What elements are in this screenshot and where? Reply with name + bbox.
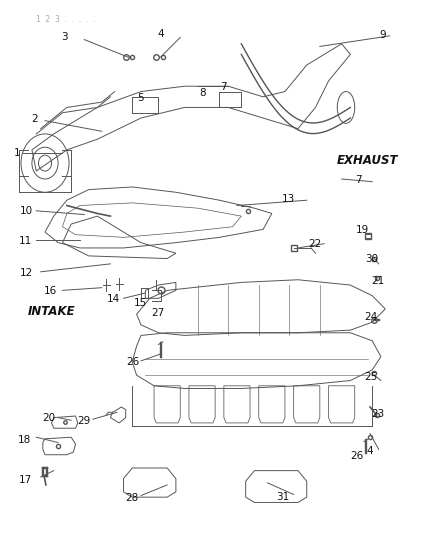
- Text: 7: 7: [219, 82, 226, 92]
- Text: 14: 14: [107, 294, 120, 304]
- Text: INTAKE: INTAKE: [28, 305, 75, 318]
- Text: 2: 2: [31, 114, 37, 124]
- Text: 23: 23: [370, 409, 383, 419]
- Text: 4: 4: [366, 446, 372, 456]
- Text: 25: 25: [364, 372, 377, 382]
- Text: 28: 28: [124, 493, 138, 503]
- Text: 9: 9: [379, 30, 385, 40]
- Text: 5: 5: [137, 93, 143, 103]
- Text: 10: 10: [20, 206, 33, 216]
- Text: 3: 3: [61, 33, 68, 43]
- Text: 4: 4: [157, 29, 163, 39]
- Text: 16: 16: [43, 286, 57, 296]
- Text: 27: 27: [151, 308, 164, 318]
- Text: 29: 29: [77, 416, 90, 426]
- Text: 17: 17: [19, 475, 32, 484]
- Text: 21: 21: [370, 276, 383, 286]
- Text: 13: 13: [281, 193, 294, 204]
- Text: 30: 30: [364, 254, 377, 263]
- Text: 19: 19: [355, 225, 368, 236]
- Text: 31: 31: [276, 492, 289, 502]
- Text: 22: 22: [307, 239, 321, 249]
- Text: 1  2  3  .  .  .  .  .: 1 2 3 . . . . .: [36, 14, 95, 23]
- Text: 1: 1: [13, 148, 20, 158]
- Text: 26: 26: [350, 451, 363, 462]
- Text: 8: 8: [199, 87, 206, 98]
- Text: 20: 20: [42, 413, 55, 423]
- Text: 15: 15: [133, 297, 146, 308]
- Text: 18: 18: [18, 435, 31, 446]
- Text: EXHAUST: EXHAUST: [336, 154, 398, 167]
- Text: 12: 12: [20, 268, 33, 278]
- Text: 26: 26: [126, 357, 139, 367]
- Text: 11: 11: [19, 236, 32, 246]
- Text: 24: 24: [364, 312, 377, 322]
- Text: 7: 7: [354, 175, 361, 185]
